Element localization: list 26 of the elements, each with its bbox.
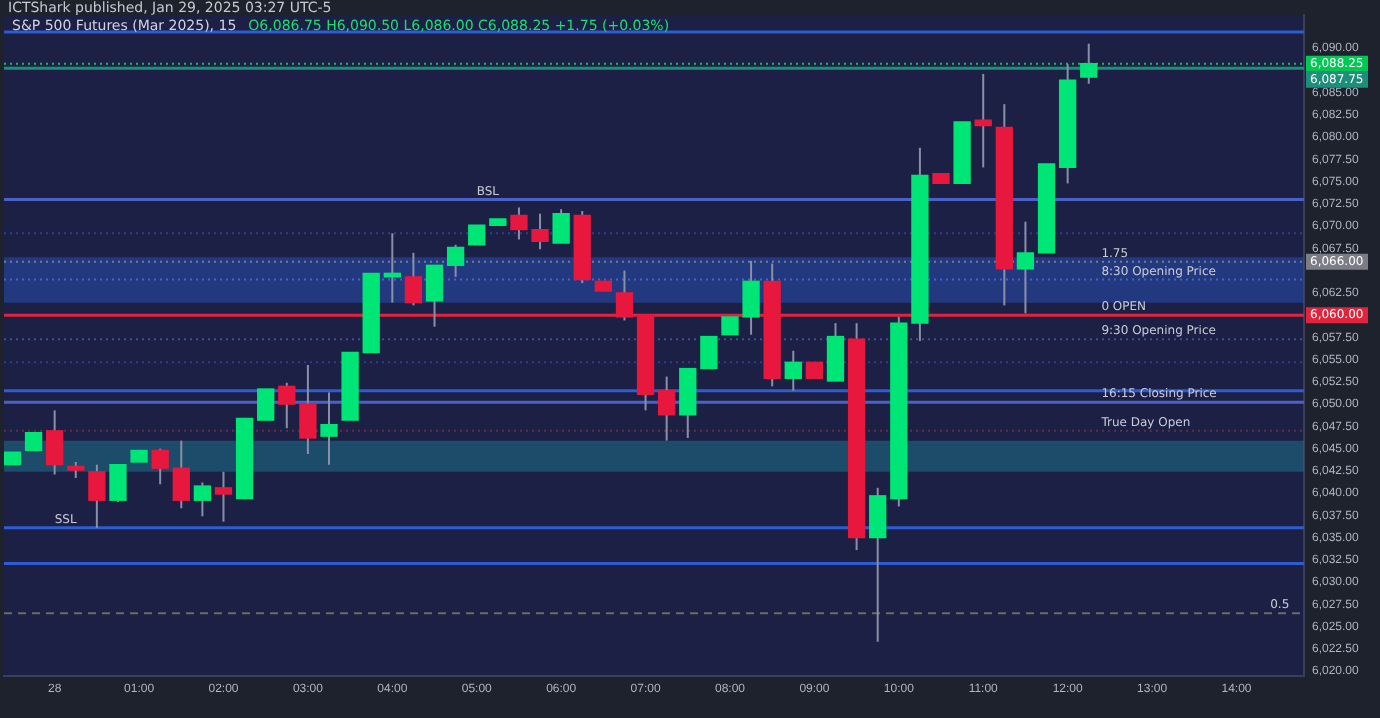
candlestick — [1080, 42, 1098, 85]
candlestick — [826, 322, 845, 382]
candlestick — [404, 251, 423, 307]
candlestick — [151, 447, 169, 486]
candlestick — [193, 481, 212, 518]
candlestick — [299, 363, 317, 455]
candlestick — [658, 375, 676, 442]
candlestick — [784, 349, 802, 392]
candlestick — [109, 463, 127, 504]
candlestick — [700, 335, 718, 370]
candlestick — [1016, 220, 1035, 315]
candlestick — [679, 367, 697, 439]
candlestick — [88, 463, 106, 529]
candlestick — [257, 388, 275, 421]
candlestick — [869, 486, 887, 643]
candlestick — [552, 208, 570, 245]
candlestick — [45, 409, 64, 476]
candlestick — [615, 269, 634, 322]
candlestick — [320, 391, 338, 466]
candlestick — [425, 264, 444, 328]
candlestick — [214, 470, 233, 523]
candlestick — [172, 439, 190, 510]
candlestick — [468, 224, 486, 246]
candlestick — [383, 232, 401, 304]
candlestick — [278, 381, 296, 430]
candlestick — [446, 243, 465, 278]
